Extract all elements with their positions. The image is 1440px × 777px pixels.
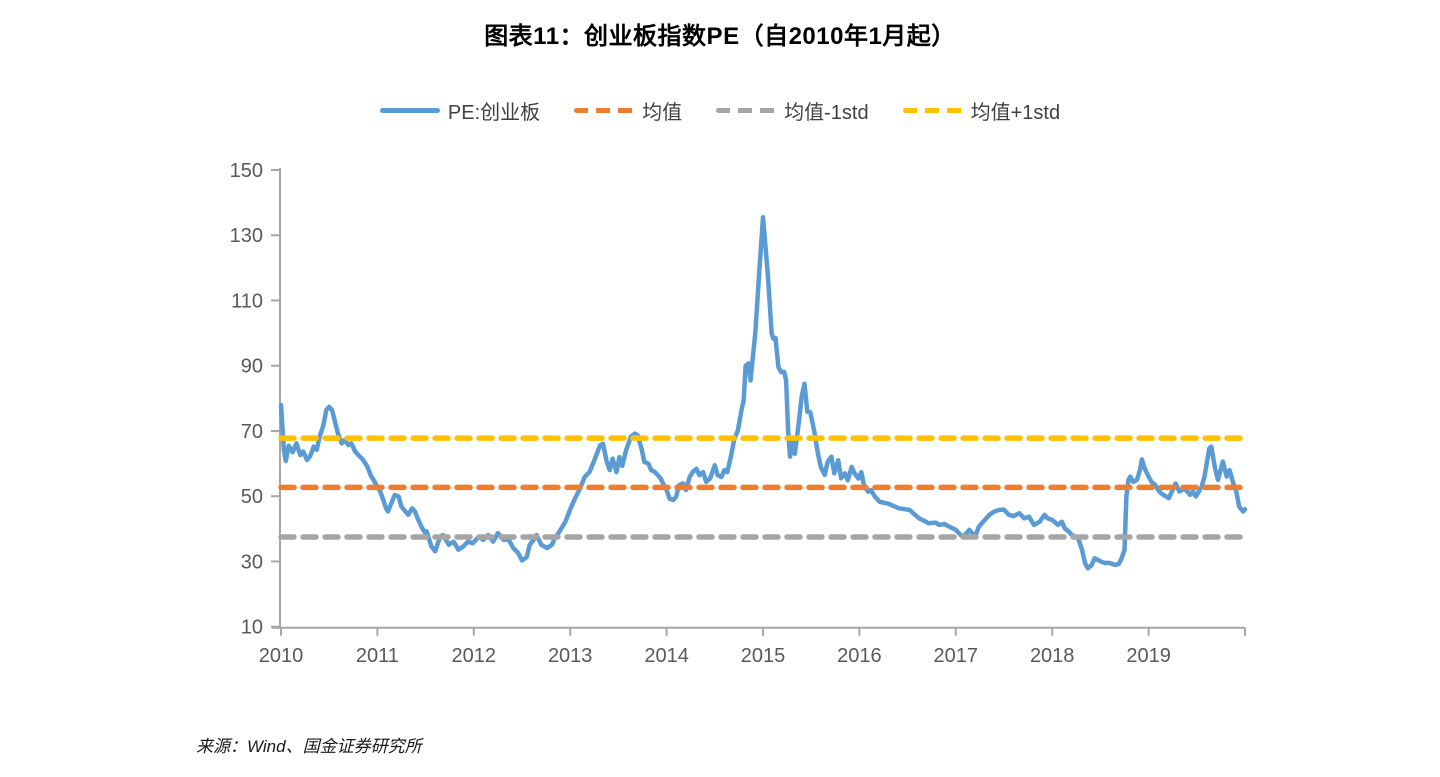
- legend-label-mean-plus-1std: 均值+1std: [970, 102, 1061, 124]
- y-tick-label: 50: [241, 486, 263, 508]
- x-tick-label: 2011: [356, 645, 399, 667]
- legend-label-mean: 均值: [642, 102, 683, 124]
- y-tick-label: 90: [241, 356, 263, 378]
- legend-label-mean-minus-1std: 均值-1std: [784, 102, 869, 124]
- legend: PE:创业板 均值 均值-1std 均值+1std: [0, 96, 1440, 125]
- y-tick-label: 30: [241, 551, 263, 573]
- legend-item-mean-minus-1std: 均值-1std: [716, 96, 869, 125]
- x-tick-label: 2016: [837, 645, 882, 667]
- x-tick-label: 2010: [259, 645, 304, 667]
- source-note: 来源：Wind、国金证券研究所: [196, 737, 422, 756]
- pe-chinext-line: [278, 215, 1248, 571]
- y-tick-label: 150: [230, 160, 263, 182]
- legend-label-pe-chinext: PE:创业板: [447, 102, 541, 124]
- legend-item-pe-chinext: PE:创业板: [379, 96, 541, 125]
- x-tick-label: 2018: [1030, 645, 1075, 667]
- mean-minus-1std-swatch: [716, 108, 777, 113]
- mean-line-swatch: [574, 108, 635, 113]
- x-tick-label: 2015: [741, 645, 786, 667]
- y-tick-label: 130: [230, 225, 263, 247]
- chart-title: 图表11：创业板指数PE（自2010年1月起）: [484, 23, 956, 50]
- y-tick-label: 110: [231, 290, 263, 312]
- legend-item-mean-plus-1std: 均值+1std: [902, 96, 1061, 125]
- legend-item-mean: 均值: [574, 96, 682, 125]
- x-tick-label: 2012: [452, 645, 497, 667]
- pe-line-swatch: [379, 108, 440, 113]
- x-tick-label: 2013: [548, 645, 593, 667]
- y-tick-label: 10: [241, 617, 263, 639]
- x-tick-label: 2017: [934, 645, 979, 667]
- x-tick-label: 2019: [1126, 645, 1171, 667]
- x-tick-label: 2014: [644, 645, 689, 667]
- y-tick-label: 70: [241, 421, 263, 443]
- mean-plus-1std-swatch: [902, 108, 963, 113]
